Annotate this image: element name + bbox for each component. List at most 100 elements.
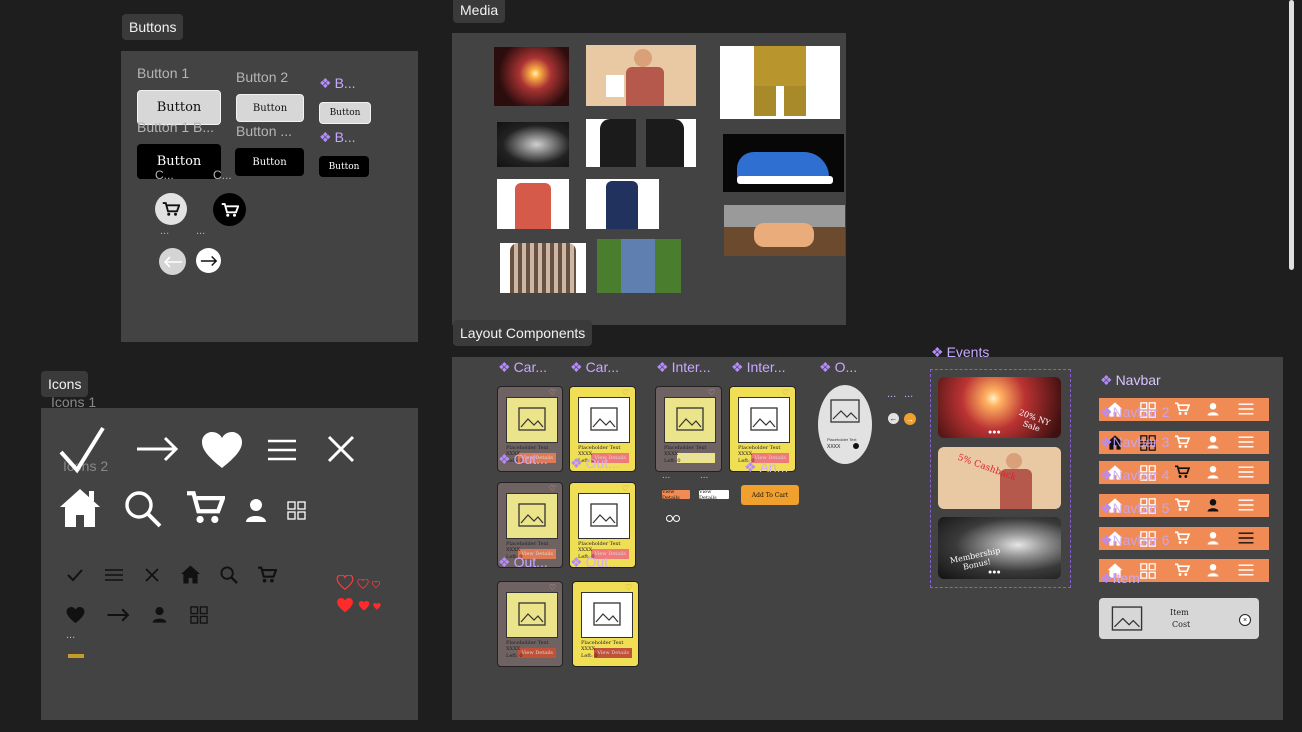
home-icon[interactable] bbox=[1107, 435, 1123, 455]
heart-outline-icon[interactable]: ♡ bbox=[548, 484, 556, 493]
view-details-button[interactable]: View Details bbox=[518, 648, 556, 658]
menu-icon[interactable] bbox=[1238, 435, 1254, 453]
photo-red-dress[interactable] bbox=[497, 179, 569, 229]
oval-card[interactable]: Placeholder Text XXXX bbox=[818, 385, 872, 464]
photo-man-shopping-bag[interactable] bbox=[586, 45, 696, 106]
heart-outline-icon[interactable]: ♡ bbox=[781, 388, 789, 397]
view-details-button[interactable]: View Details bbox=[677, 453, 715, 463]
photo-hat-hand[interactable] bbox=[497, 122, 569, 167]
product-card[interactable]: ♡ Placeholder Text View Details XXXX Left… bbox=[497, 482, 563, 568]
layout-section-tag[interactable]: Layout Components bbox=[453, 320, 593, 346]
heart-outline-icon[interactable]: ♡ bbox=[624, 583, 632, 592]
arrow-right-button[interactable] bbox=[196, 248, 221, 273]
cart-icon[interactable] bbox=[1174, 563, 1191, 582]
view-details-button[interactable]: View Details bbox=[518, 549, 556, 559]
photo-sparkler[interactable] bbox=[494, 47, 569, 106]
product-card[interactable]: ♡ Placeholder Text View Details XXXX Left… bbox=[572, 581, 639, 667]
button-dark-small[interactable]: Button bbox=[319, 156, 369, 177]
heart-filled-icon-large bbox=[337, 598, 353, 613]
menu-icon[interactable] bbox=[1238, 402, 1254, 420]
close-icon[interactable] bbox=[853, 443, 859, 449]
grid-icon[interactable] bbox=[1140, 498, 1156, 519]
heart-outline-icon[interactable]: ♡ bbox=[621, 484, 629, 493]
view-details-button[interactable]: View Details bbox=[751, 453, 789, 463]
arrow-left-button-small[interactable]: ← bbox=[888, 413, 899, 424]
photo-jeans[interactable] bbox=[597, 239, 681, 293]
product-card[interactable]: ♡ Placeholder Text View Details XXXX Left… bbox=[569, 386, 636, 472]
canvas-scrollbar[interactable] bbox=[1289, 0, 1294, 270]
menu-icon[interactable] bbox=[1238, 498, 1254, 516]
home-icon[interactable] bbox=[1107, 402, 1123, 422]
product-card[interactable]: ♡ Placeholder Text View Details XXXX Left… bbox=[497, 386, 563, 472]
menu-icon[interactable] bbox=[1238, 531, 1254, 549]
cart-icon[interactable] bbox=[1174, 435, 1191, 454]
event-banner-membership[interactable]: Membership Bonus! ●●● bbox=[938, 517, 1061, 579]
remove-item-button[interactable]: × bbox=[1239, 614, 1251, 626]
user-icon[interactable] bbox=[1207, 435, 1219, 454]
user-icon[interactable] bbox=[1207, 402, 1219, 421]
icons-section-tag[interactable]: Icons bbox=[41, 371, 89, 397]
add-to-cart-button[interactable]: Add To Cart bbox=[741, 485, 799, 505]
events-component-label: ❖ Events bbox=[931, 344, 990, 360]
home-icon[interactable] bbox=[1107, 465, 1123, 485]
product-card-interaction[interactable]: ♡ Placeholder Text View Details XXXX Left… bbox=[729, 386, 796, 472]
button-dark-large[interactable]: Button bbox=[137, 144, 221, 179]
user-icon[interactable] bbox=[1207, 531, 1219, 550]
menu-icon[interactable] bbox=[1238, 563, 1254, 581]
view-details-button[interactable]: View Details bbox=[591, 549, 629, 559]
photo-plaid-shirt[interactable] bbox=[500, 243, 586, 293]
user-icon[interactable] bbox=[1207, 498, 1219, 517]
home-icon[interactable] bbox=[1107, 531, 1123, 551]
grid-icon[interactable] bbox=[1140, 402, 1156, 423]
cart-icon[interactable] bbox=[1174, 531, 1191, 550]
media-section-tag[interactable]: Media bbox=[453, 0, 506, 23]
arrow-right-button-small[interactable]: → bbox=[904, 413, 916, 425]
arrow-left-button[interactable] bbox=[159, 248, 186, 275]
view-details-button-white[interactable]: View Details bbox=[699, 489, 729, 501]
heart-outline-icon[interactable]: ♡ bbox=[621, 388, 629, 397]
photo-floral-dress[interactable] bbox=[586, 179, 659, 229]
carousel-dots[interactable]: ●●● bbox=[988, 569, 1001, 576]
photo-sandals[interactable] bbox=[724, 205, 845, 256]
home-icon[interactable] bbox=[1107, 563, 1123, 583]
cart-icon[interactable] bbox=[1174, 402, 1191, 421]
button-light-medium[interactable]: Button bbox=[236, 94, 304, 122]
product-card[interactable]: ♡ Placeholder Text View Details XXXX Left… bbox=[497, 581, 563, 667]
carousel-dots[interactable]: ●●● bbox=[988, 429, 1001, 436]
cart-button-dark[interactable] bbox=[213, 193, 246, 226]
view-details-button-orange[interactable]: View Details bbox=[662, 489, 690, 501]
button-light-small[interactable]: Button bbox=[319, 102, 371, 124]
photo-leather-jacket[interactable] bbox=[586, 119, 696, 167]
photo-cargo-shorts[interactable] bbox=[720, 46, 840, 119]
menu-icon[interactable] bbox=[1238, 465, 1254, 483]
user-icon[interactable] bbox=[1207, 563, 1219, 582]
product-card-interaction[interactable]: ♡ Placeholder Text View Details XXXX Left… bbox=[655, 386, 722, 472]
photo-sneaker[interactable] bbox=[723, 134, 844, 192]
view-details-button[interactable]: View Details bbox=[518, 453, 556, 463]
view-details-button[interactable]: View Details bbox=[591, 453, 629, 463]
grid-icon[interactable] bbox=[1140, 531, 1156, 552]
button-dark-medium[interactable]: Button bbox=[235, 148, 304, 176]
home-icon[interactable] bbox=[1107, 498, 1123, 518]
heart-outline-icon[interactable]: ♡ bbox=[548, 583, 556, 592]
navbar-variant-label: ❖Navbar 2 bbox=[1100, 404, 1170, 420]
cart-item-row[interactable]: Item Cost × bbox=[1099, 598, 1259, 639]
button-light-large[interactable]: Button bbox=[137, 90, 221, 125]
buttons-section-tag[interactable]: Buttons bbox=[122, 14, 184, 40]
heart-outline-icon[interactable]: ♡ bbox=[548, 388, 556, 397]
cart-icon[interactable] bbox=[1174, 465, 1191, 484]
heart-filled-icon-medium bbox=[358, 601, 370, 611]
product-card[interactable]: ♡ Placeholder Text View Details XXXX Left… bbox=[569, 482, 636, 568]
user-icon[interactable] bbox=[1207, 465, 1219, 484]
event-banner-cashback[interactable]: 5% Cashback bbox=[938, 447, 1061, 509]
grid-icon[interactable] bbox=[1140, 435, 1156, 456]
home-icon bbox=[60, 489, 100, 527]
grid-icon[interactable] bbox=[1140, 563, 1156, 584]
event-banner-sale[interactable]: 20% NY Sale ●●● bbox=[938, 377, 1061, 438]
cart-button-light[interactable] bbox=[155, 193, 187, 225]
heart-outline-icon[interactable]: ♡ bbox=[707, 388, 715, 397]
pagination-dots[interactable] bbox=[666, 515, 680, 522]
grid-icon[interactable] bbox=[1140, 465, 1156, 486]
cart-icon[interactable] bbox=[1174, 498, 1191, 517]
view-details-button[interactable]: View Details bbox=[594, 648, 632, 658]
